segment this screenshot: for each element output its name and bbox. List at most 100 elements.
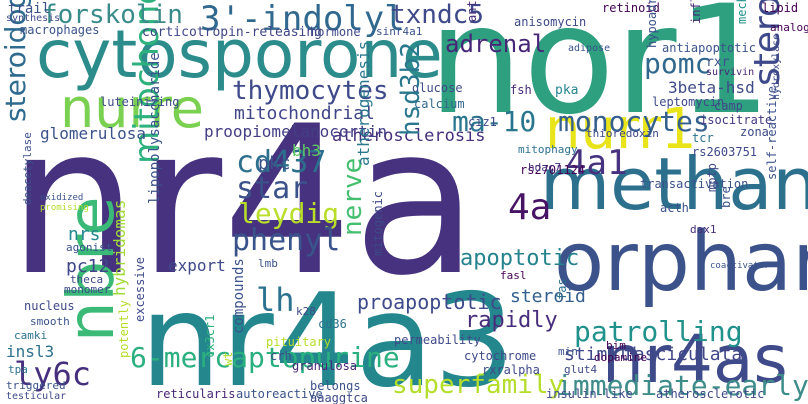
word-insl3: insl3	[6, 342, 55, 361]
word-nr4a3: nr4a3	[140, 267, 516, 404]
word-min: min	[558, 345, 578, 358]
word-pituitary: pituitary	[266, 335, 332, 349]
word-coactivator: coactivator	[710, 261, 770, 271]
word-4a1: 4a1	[566, 143, 628, 183]
word-hdac7: hdac7	[528, 161, 562, 174]
word-synthesis: synthesis	[6, 13, 61, 24]
word-proapoptotic: proapoptotic	[357, 290, 502, 314]
word-3-indolyl: 3'-indolyl	[200, 0, 405, 39]
word-calcium: calcium	[414, 97, 465, 111]
word-pkc: pkc	[258, 153, 291, 174]
word-nr4a: nr4a	[8, 83, 479, 321]
word-atherosclerotic: atherosclerotic	[656, 387, 765, 401]
word-star: star	[236, 171, 309, 206]
word-lmb: lmb	[258, 257, 278, 270]
word-steroid: steroid	[510, 286, 586, 307]
word-insulin-like: insulin-like	[546, 387, 633, 401]
word-compounds: compounds	[231, 258, 247, 334]
word-hsd3b2: hsd3b2	[396, 42, 426, 136]
word-hormone: hormone	[310, 25, 361, 39]
word-apoptotic: apoptotic	[460, 246, 580, 271]
word-pka: pka	[555, 83, 579, 98]
word-leptomycin: leptomycin	[652, 95, 725, 109]
word-nurr1: nurr1	[545, 97, 697, 162]
word-lipid: lipid	[762, 1, 799, 15]
word-mitogenic: mitogenic	[371, 190, 385, 256]
word-self-reactive: self-reactive	[765, 86, 779, 180]
word-ma-10: ma-10	[452, 105, 537, 138]
word-rs2701124: rs2701124	[520, 163, 586, 177]
word-monomer: monomer	[64, 283, 111, 296]
word-agonist: agonist	[66, 241, 113, 254]
word-atherogenesis: atherogenesis	[354, 40, 373, 166]
word-retinoid: retinoid	[602, 1, 660, 15]
word-atherosclerosis: atherosclerosis	[332, 126, 486, 146]
word-nor1: nor1	[428, 0, 772, 148]
word-antiapoptotic: antiapoptotic	[662, 41, 756, 55]
word-isocitrate: isocitrate	[700, 113, 773, 127]
word-glucose: glucose	[412, 81, 463, 95]
word-rxralpha: rxralpha	[482, 363, 540, 377]
word-wt: wt	[221, 351, 235, 366]
word-phenyl: phenyl	[232, 223, 341, 258]
word-dopamine: dopamine	[594, 351, 647, 364]
word-potently: potently	[117, 300, 131, 358]
word-txndc5: txndc5	[390, 0, 484, 30]
word-monocytes: monocytes	[558, 105, 710, 138]
word-adipose: adipose	[568, 43, 611, 54]
word-deacetylase: deacetylase	[21, 132, 34, 205]
word-antagonists: antagonists	[465, 0, 479, 22]
word-anisomycin: anisomycin	[514, 15, 587, 29]
word-oxidized: oxidized	[40, 193, 84, 203]
word-transactivation: transactivation	[640, 177, 749, 191]
word-cx3cr1: cx3cr1	[203, 314, 217, 358]
word-mptp: mptp	[705, 163, 719, 192]
word-mitophagy: mitophagy	[518, 143, 578, 156]
word-glut4: glut4	[564, 363, 598, 376]
word-analog: analog	[770, 21, 808, 34]
word-fsh: fsh	[510, 83, 532, 97]
word-proopiomelanocortin: proopiomelanocortin	[204, 122, 388, 141]
word-inflammatory: inflammatory	[689, 0, 703, 24]
word-rxr: rxr	[706, 55, 730, 70]
word-leydig: leydig	[238, 197, 340, 230]
word-nerve: nerve	[338, 157, 368, 236]
word-ly6c: ly6c	[14, 355, 92, 393]
word-forskolin: forskolin	[42, 0, 183, 30]
word-cytochrome: cytochrome	[464, 349, 537, 363]
word-granulosa: granulosa	[292, 359, 358, 373]
word-permeability: permeability	[394, 333, 481, 347]
word-dax1: dax1	[690, 223, 717, 236]
word-nurre: nurre	[60, 77, 204, 140]
word-k28: k28	[296, 305, 316, 318]
word-bre: bre	[719, 186, 733, 208]
word-trail: trail	[8, 1, 51, 17]
word-theca: theca	[70, 273, 104, 286]
word-luteinizing: luteinizing	[100, 95, 180, 109]
word-macrophages: macrophages	[20, 23, 100, 37]
word-rs2603751: rs2603751	[692, 145, 758, 159]
word-hypoadrenal: hypoadrenal	[645, 0, 659, 48]
word-nrs: nrs	[68, 224, 101, 245]
word-mitochondrial: mitochondrial	[234, 103, 375, 124]
word-immediate-early: immediate-early	[556, 369, 808, 402]
word-fasl: fasl	[500, 269, 527, 282]
word-fasciculata: fasciculata	[623, 344, 743, 365]
word-lh: lh	[256, 281, 295, 319]
word-rapidly: rapidly	[465, 308, 558, 333]
word-methane: methane	[540, 142, 808, 226]
word-thioredoxin: thioredoxin	[586, 127, 659, 140]
word-camki: camki	[14, 329, 48, 342]
word-belongs: belongs	[310, 379, 361, 393]
word-survivin: survivin	[706, 67, 755, 78]
word-excessive: excessive	[133, 256, 147, 322]
word-ciz1: ciz1	[468, 115, 497, 129]
word-tcr: tcr	[692, 131, 714, 145]
word-lipopolysaccharide: lipopolysaccharide	[147, 52, 163, 204]
word-adrenal: adrenal	[445, 30, 547, 58]
word-tpa: tpa	[8, 363, 28, 376]
word-camp: camp	[714, 99, 743, 113]
word-autoreactive: autoreactive	[236, 387, 323, 401]
